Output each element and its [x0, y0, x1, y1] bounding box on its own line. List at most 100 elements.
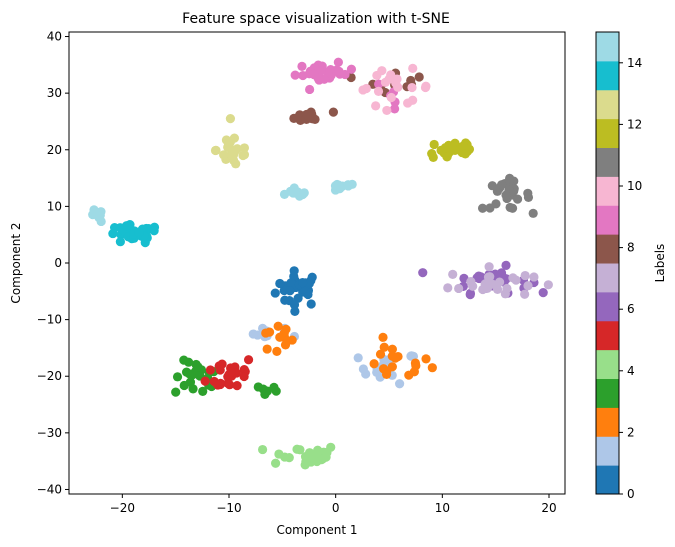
y-tick-label: −20	[37, 369, 62, 383]
scatter-point	[239, 143, 250, 153]
scatter-point	[225, 114, 236, 124]
scatter-point	[307, 114, 318, 124]
scatter-point	[404, 370, 414, 380]
scatter-point	[343, 181, 353, 191]
scatter-point	[313, 73, 323, 83]
scatter-point	[528, 208, 538, 218]
scatter-point	[382, 105, 392, 116]
scatter-point	[442, 152, 452, 162]
x-tick-label: 0	[332, 501, 340, 515]
colorbar: 0 2 4 6 8 10 12 14	[595, 31, 642, 501]
colorbar-segment	[596, 89, 619, 120]
scatter-point	[316, 66, 326, 76]
scatter-point	[460, 149, 470, 159]
scatter-point	[353, 353, 363, 363]
scatter-point	[297, 61, 307, 71]
scatter-point	[200, 376, 210, 386]
scatter-point	[440, 143, 450, 153]
scatter-point	[238, 150, 248, 161]
colorbar-segment	[596, 263, 619, 293]
scatter-point	[465, 290, 475, 300]
scatter-point	[427, 363, 437, 373]
scatter-point	[346, 64, 357, 74]
colorbar-tick-label: 4	[627, 364, 635, 378]
scatter-point	[305, 84, 315, 95]
scatter-point	[285, 286, 295, 296]
scatter-point	[482, 283, 493, 293]
scatter-point	[380, 77, 391, 87]
scatter-point	[301, 456, 311, 467]
scatter-point	[280, 295, 290, 305]
scatter-point	[134, 227, 144, 238]
scatter-point	[386, 92, 396, 103]
scatter-point	[193, 362, 203, 372]
scatter-point	[393, 82, 403, 92]
colorbar-tick-label: 8	[627, 241, 635, 255]
y-tick-label: 10	[47, 199, 62, 213]
scatter-point	[272, 346, 282, 356]
scatter-point	[179, 380, 189, 391]
scatter-point	[261, 328, 271, 338]
scatter-point	[421, 354, 431, 364]
scatter-point	[290, 70, 300, 80]
x-axis-label: Component 1	[276, 523, 357, 537]
colorbar-segment	[596, 234, 619, 264]
scatter-point	[406, 351, 417, 361]
scatter-point	[494, 277, 505, 287]
scatter-point	[485, 203, 495, 213]
scatter-point	[288, 188, 298, 198]
scatter-point	[361, 369, 371, 379]
scatter-point	[188, 384, 198, 394]
scatter-point	[523, 281, 533, 291]
scatter-point	[262, 344, 272, 354]
scatter-point	[253, 382, 263, 392]
colorbar-segment	[596, 60, 619, 91]
scatter-point	[371, 101, 381, 111]
scatter-point	[281, 324, 291, 334]
scatter-points	[88, 57, 553, 470]
scatter-point	[492, 284, 503, 294]
scatter-point	[443, 283, 453, 293]
y-tick-label: −40	[37, 482, 62, 496]
scatter-point	[358, 85, 368, 95]
scatter-point	[205, 365, 215, 375]
colorbar-segment	[596, 118, 619, 149]
y-axis-label: Component 2	[9, 222, 23, 303]
scatter-point	[305, 448, 315, 458]
colorbar-segment	[596, 291, 619, 322]
scatter-point	[275, 332, 285, 342]
colorbar-segment	[596, 465, 619, 495]
scatter-point	[280, 452, 290, 462]
scatter-point	[421, 81, 431, 91]
scatter-point	[378, 332, 388, 342]
colorbar-segment	[596, 349, 619, 380]
scatter-point	[243, 355, 254, 365]
scatter-point	[322, 447, 332, 458]
scatter-point	[390, 104, 400, 114]
scatter-point	[198, 386, 208, 396]
scatter-point	[108, 228, 118, 239]
scatter-point	[179, 355, 189, 365]
colorbar-segment	[596, 436, 619, 466]
scatter-point	[213, 380, 223, 390]
y-tick-label: 20	[47, 143, 62, 157]
scatter-point	[407, 82, 417, 93]
y-tick-label: −10	[37, 313, 62, 327]
scatter-point	[507, 203, 518, 213]
scatter-point	[538, 288, 548, 298]
scatter-point	[271, 458, 281, 468]
y-tick-label: −30	[37, 426, 62, 440]
colorbar-segment	[596, 407, 619, 437]
scatter-point	[459, 273, 469, 283]
scatter-point	[375, 349, 386, 359]
scatter-point	[508, 273, 518, 283]
scatter-point	[520, 289, 530, 299]
scatter-point	[429, 139, 439, 150]
scatter-point	[448, 269, 458, 280]
scatter-point	[275, 278, 285, 289]
colorbar-tick-label: 10	[627, 179, 642, 193]
scatter-point	[231, 159, 241, 169]
scatter-point	[414, 72, 424, 82]
colorbar-tick-label: 12	[627, 117, 642, 131]
